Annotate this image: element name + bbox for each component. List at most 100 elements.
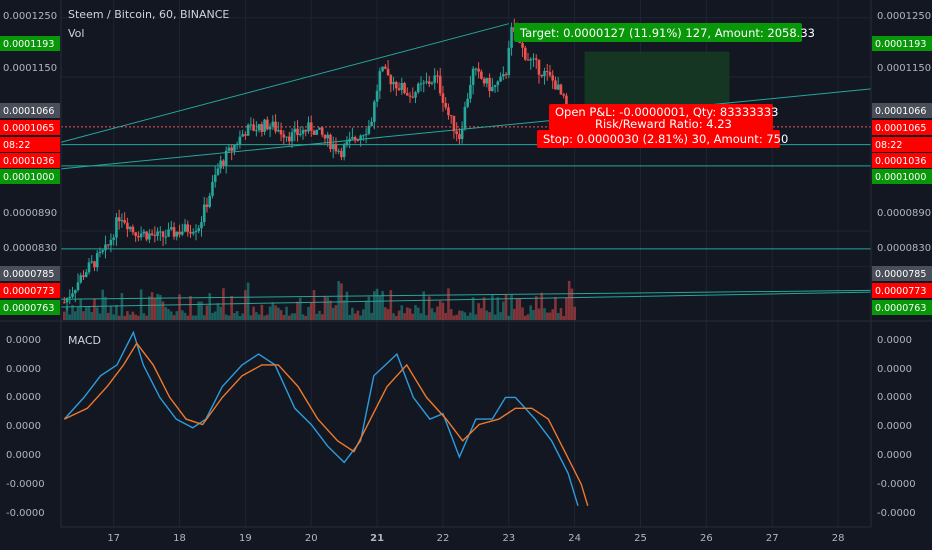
candle-body[interactable] [540, 74, 544, 77]
candle-body[interactable] [460, 128, 464, 140]
trade-annotations[interactable]: Target: 0.0000127 (11.91%) 127, Amount: … [514, 23, 815, 148]
candle-body[interactable] [191, 232, 195, 234]
candle-body[interactable] [266, 119, 269, 130]
candle-body[interactable] [405, 93, 409, 96]
candle-body[interactable] [156, 231, 159, 236]
candle-body[interactable] [222, 160, 225, 166]
candle-body[interactable] [93, 261, 96, 268]
candle-body[interactable] [425, 81, 428, 83]
candle-body[interactable] [112, 237, 115, 240]
candle-body[interactable] [315, 129, 319, 135]
candle-body[interactable] [200, 222, 203, 229]
candle-body[interactable] [559, 84, 563, 95]
candle-body[interactable] [370, 121, 373, 126]
candle-body[interactable] [106, 244, 110, 246]
candle-body[interactable] [142, 231, 146, 234]
candle-body[interactable] [364, 133, 368, 136]
candle-body[interactable] [145, 231, 148, 240]
candle-body[interactable] [422, 82, 426, 84]
candle-body[interactable] [296, 128, 299, 136]
candle-body[interactable] [252, 124, 255, 131]
candle-body[interactable] [329, 134, 332, 150]
candle-body[interactable] [101, 250, 105, 252]
candle-body[interactable] [359, 135, 362, 141]
candle-body[interactable] [76, 282, 80, 290]
candle-body[interactable] [545, 71, 549, 73]
candle-body[interactable] [271, 121, 275, 127]
candle-body[interactable] [224, 150, 228, 166]
candle-body[interactable] [87, 262, 91, 273]
candle-body[interactable] [444, 103, 447, 108]
trendline[interactable] [60, 289, 872, 300]
candle-body[interactable] [205, 204, 209, 207]
trendline[interactable] [60, 291, 872, 308]
candle-body[interactable] [342, 144, 346, 158]
candle-body[interactable] [82, 275, 85, 277]
candle-body[interactable] [65, 298, 69, 303]
candle-body[interactable] [68, 296, 72, 299]
candle-body[interactable] [419, 83, 423, 85]
candle-body[interactable] [356, 139, 360, 141]
candle-body[interactable] [400, 82, 404, 90]
candle-body[interactable] [126, 222, 129, 230]
candle-body[interactable] [104, 244, 107, 251]
candle-body[interactable] [480, 71, 483, 79]
candle-body[interactable] [123, 220, 126, 223]
candle-body[interactable] [548, 72, 552, 76]
candle-body[interactable] [279, 130, 283, 135]
candle-body[interactable] [159, 231, 162, 233]
candle-body[interactable] [175, 231, 179, 237]
candle-body[interactable] [474, 68, 478, 70]
candle-body[interactable] [318, 127, 321, 130]
candle-body[interactable] [164, 236, 168, 238]
candle-body[interactable] [153, 234, 157, 236]
candle-body[interactable] [543, 71, 546, 77]
candle-body[interactable] [301, 129, 305, 134]
candle-body[interactable] [565, 95, 568, 105]
candle-body[interactable] [381, 66, 384, 72]
candle-body[interactable] [194, 231, 198, 233]
candle-body[interactable] [161, 231, 165, 237]
candle-body[interactable] [90, 261, 94, 263]
candle-body[interactable] [334, 143, 338, 152]
candle-body[interactable] [150, 233, 154, 235]
candle-body[interactable] [290, 132, 294, 142]
candle-body[interactable] [219, 160, 222, 169]
candle-body[interactable] [488, 77, 491, 91]
pl-label-box[interactable] [549, 104, 773, 131]
candle-body[interactable] [389, 75, 393, 85]
candle-body[interactable] [469, 84, 472, 99]
candle-body[interactable] [257, 124, 261, 131]
macd-panel[interactable] [0, 320, 932, 507]
target-label-box[interactable] [514, 23, 802, 42]
candle-body[interactable] [554, 80, 557, 90]
candle-body[interactable] [167, 229, 170, 237]
candle-body[interactable] [392, 82, 395, 85]
candle-body[interactable] [128, 226, 132, 230]
candle-body[interactable] [172, 227, 176, 237]
candle-body[interactable] [331, 143, 335, 150]
candle-body[interactable] [463, 106, 467, 129]
candle-body[interactable] [309, 122, 313, 131]
candle-body[interactable] [241, 134, 244, 137]
candle-body[interactable] [348, 138, 351, 142]
candle-body[interactable] [496, 81, 500, 86]
candle-body[interactable] [438, 75, 442, 94]
candle-body[interactable] [351, 136, 354, 139]
candle-body[interactable] [337, 150, 340, 152]
candle-body[interactable] [238, 136, 242, 144]
candle-body[interactable] [491, 87, 494, 91]
trendline[interactable] [60, 23, 509, 143]
candle-body[interactable] [79, 275, 83, 283]
candle-body[interactable] [482, 78, 486, 84]
candle-body[interactable] [436, 75, 439, 77]
candle-body[interactable] [523, 47, 527, 60]
candle-body[interactable] [211, 181, 214, 196]
candle-body[interactable] [260, 124, 264, 132]
candle-body[interactable] [384, 66, 387, 69]
candle-body[interactable] [148, 233, 151, 240]
candle-body[interactable] [458, 134, 461, 140]
candle-body[interactable] [345, 141, 349, 145]
right-price-axis[interactable]: 0.0001250 0.0001150 0.0000890 0.0000830 … [872, 11, 932, 315]
trendline[interactable] [60, 88, 872, 170]
